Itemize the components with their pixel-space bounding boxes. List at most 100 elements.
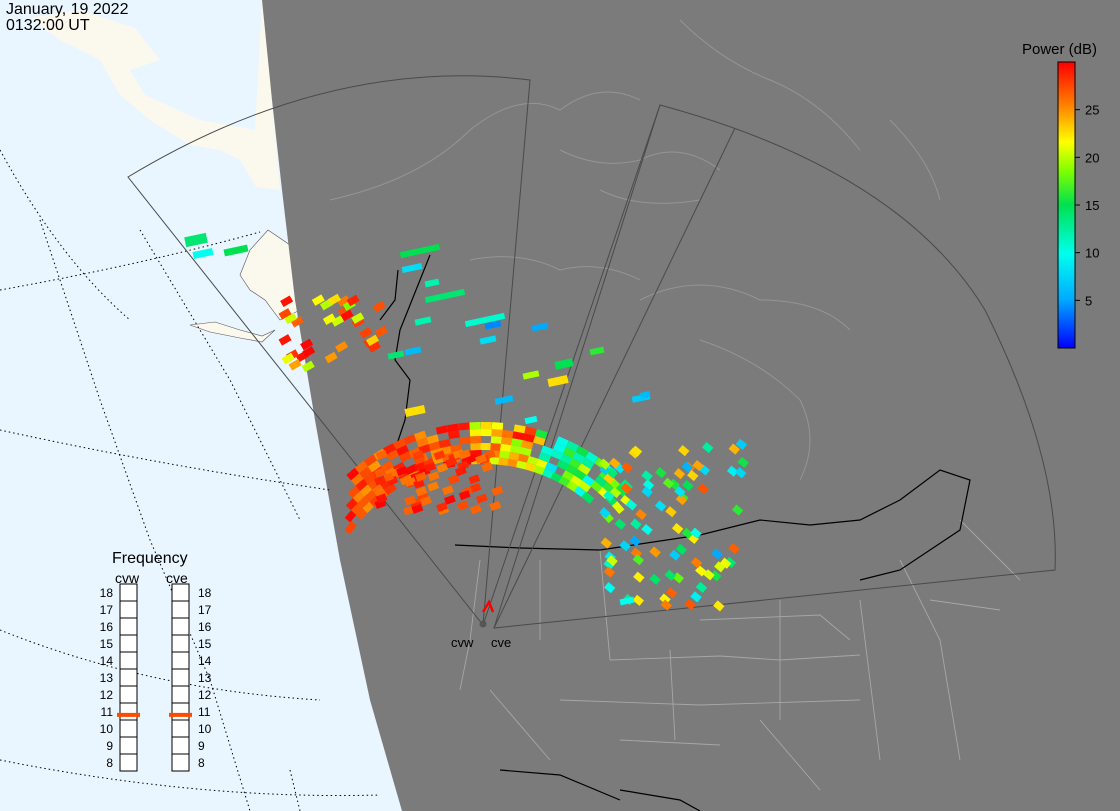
echo-cell [526, 455, 540, 466]
echo-cell [324, 351, 338, 364]
echo-cell [585, 451, 599, 464]
echo-cell [500, 443, 512, 453]
echo-cell [436, 501, 448, 512]
frequency-scale-label: 18 [100, 586, 114, 600]
frequency-cell [119, 617, 138, 636]
frequency-scale-label: 10 [198, 722, 212, 736]
echo-cell [468, 474, 481, 485]
echo-cell [396, 466, 408, 477]
frequency-scale-label: 10 [100, 722, 114, 736]
echo-cell [374, 475, 386, 486]
echo-cell [399, 451, 412, 463]
frequency-cell [119, 685, 138, 704]
echo-cell [630, 518, 642, 530]
echo-cell [603, 582, 616, 594]
echo-cell [192, 247, 214, 260]
echo-cell [614, 518, 627, 530]
echo-cell [639, 391, 651, 399]
echo-cell [393, 438, 407, 450]
frequency-scale-label: 9 [198, 739, 205, 753]
echo-cell [695, 581, 708, 593]
frequency-scale-label: 18 [198, 586, 212, 600]
echo-cell [490, 436, 503, 444]
echo-cell [374, 325, 388, 338]
colorbar-tick-label: 15 [1085, 198, 1099, 213]
echo-cell [480, 421, 492, 430]
cve-fov [493, 104, 1056, 629]
echo-cell [404, 476, 417, 487]
echo-cell [475, 454, 487, 465]
echo-cell [420, 495, 432, 506]
frequency-scale-label: 13 [100, 671, 114, 685]
echo-cell [632, 554, 645, 566]
echo-cell [359, 466, 373, 479]
echo-cell [447, 474, 460, 485]
echo-cell [311, 294, 325, 306]
echo-cell [499, 450, 511, 460]
echo-cell [606, 467, 618, 479]
echo-cell [438, 438, 451, 449]
echo-cell [469, 482, 482, 493]
echo-cell [469, 504, 482, 515]
echo-cell [728, 443, 740, 455]
frequency-scale-label: 14 [198, 654, 212, 668]
echo-cell [619, 540, 631, 552]
echo-cell [408, 447, 422, 458]
echo-cell [470, 435, 482, 444]
colorbar-tick-label: 5 [1085, 293, 1092, 308]
echo-cell [654, 500, 667, 512]
echo-cell [550, 449, 564, 460]
echo-cell [372, 300, 386, 313]
echo-cell [290, 315, 304, 328]
frequency-cell [119, 736, 138, 755]
echo-cell [351, 312, 365, 324]
echo-cell [374, 467, 387, 478]
frequency-scale-label: 11 [198, 705, 211, 719]
echo-cell [675, 494, 688, 506]
echo-cell [728, 543, 740, 555]
echo-cell [513, 424, 526, 434]
echo-cell [435, 425, 449, 435]
echo-cell [701, 442, 714, 454]
echo-cell [445, 457, 458, 468]
echo-cell [375, 493, 388, 504]
echo-cell [416, 437, 429, 448]
frequency-scale-label: 16 [198, 620, 212, 634]
echo-cell [491, 422, 504, 430]
echo-cell [327, 293, 342, 306]
echo-cell [355, 478, 369, 491]
power-colorbar-title: Power (dB) [1022, 41, 1098, 58]
echo-cell [615, 484, 628, 497]
echo-cell [491, 429, 503, 437]
echo-cell [598, 458, 611, 470]
colorbar-tick-label: 10 [1085, 246, 1099, 261]
echo-cell [383, 483, 397, 496]
frequency-scale-label: 15 [198, 637, 212, 651]
echo-cell [508, 451, 521, 461]
echo-cell [572, 451, 586, 464]
echo-cell [363, 454, 378, 467]
echo-cell [517, 453, 531, 464]
night-coastlines [329, 19, 941, 481]
echo-cell [678, 445, 690, 457]
echo-cell [470, 442, 482, 451]
echo-cell [415, 486, 428, 497]
echo-cell [454, 466, 467, 477]
echo-cell [507, 458, 520, 468]
echo-cell [302, 346, 316, 358]
echo-cell [322, 313, 336, 325]
echo-cell [363, 472, 377, 485]
echo-cell [441, 485, 454, 496]
radar-site-marker [479, 620, 487, 628]
echo-cell [553, 442, 566, 454]
echo-cell [413, 460, 427, 471]
echo-cell [331, 315, 345, 327]
echo-cell [599, 507, 611, 519]
echo-cell [427, 471, 440, 482]
echo-cell [562, 447, 576, 459]
frequency-scale-label: 16 [100, 620, 114, 634]
echo-cell [556, 459, 570, 471]
echo-cell [509, 445, 522, 454]
echo-cell [428, 441, 441, 451]
frequency-scale-label: 13 [198, 671, 212, 685]
